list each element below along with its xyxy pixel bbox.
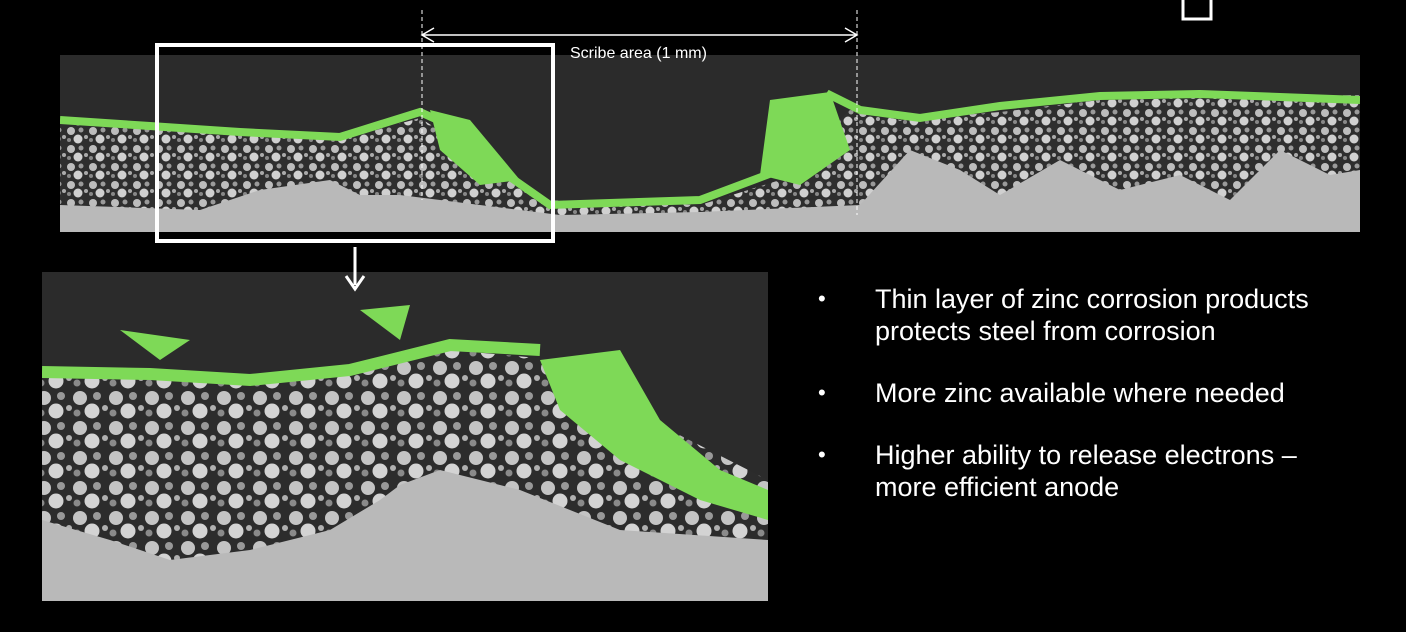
slide: {"scribe_label": "Scribe area (1 mm)", "… (0, 0, 1406, 632)
bullet: Thin layer of zinc corrosion products pr… (818, 283, 1315, 347)
detail-image (42, 272, 768, 601)
bullet: More zinc available where needed (818, 377, 1315, 409)
scribe-label: Scribe area (1 mm) (570, 45, 707, 63)
overview-image (60, 55, 1360, 232)
bullet-list: Thin layer of zinc corrosion products pr… (818, 283, 1378, 533)
bullet: Higher ability to release electrons – mo… (818, 439, 1315, 503)
